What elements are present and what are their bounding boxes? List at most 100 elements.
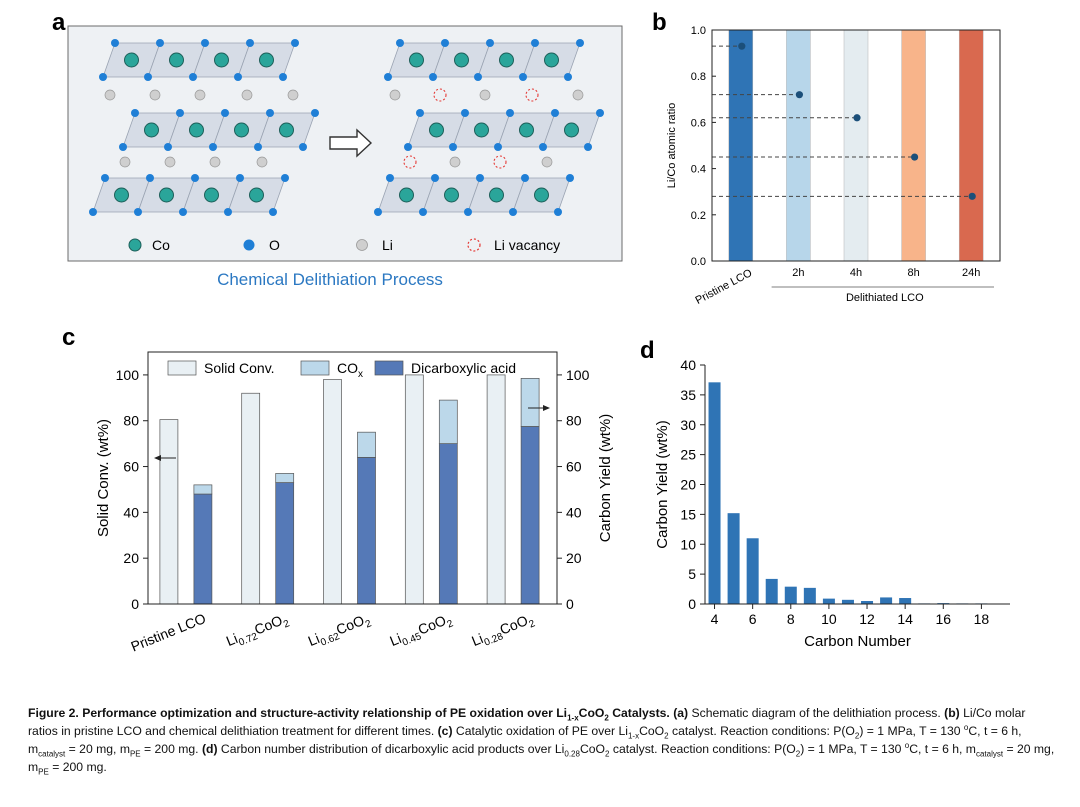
oxygen-atom [299, 143, 307, 151]
panel-b-chart: 0.0 0.2 0.4 0.6 0.8 1.0 Li/Co atomic ratio Pris… [666, 25, 1001, 307]
oxygen-atom [279, 73, 287, 81]
oxygen-atom [486, 39, 494, 47]
cobalt-atom [399, 187, 414, 203]
oxygen-atom [99, 73, 107, 81]
oxygen-atom [291, 39, 299, 47]
li-vacancy [493, 155, 507, 169]
caption-c-sub3: 2 [854, 731, 860, 741]
caption-a-text: Schematic diagram of the delithiation pr… [688, 706, 941, 720]
y-tick-label: 0.8 [691, 71, 706, 83]
oxygen-atom [266, 109, 274, 117]
caption-title-pre: Performance optimization and structure-a… [82, 706, 568, 720]
oxygen-atom [539, 143, 547, 151]
cobalt-atom [499, 52, 514, 68]
y-tick-label: 0 [131, 596, 139, 612]
caption-c-post: catalyst. Reaction conditions: P(O [668, 724, 855, 738]
panel-d-chart: 0 5 10 15 20 25 30 35 40 4 6 8 10 12 14 16 18 Carbon Numb… [654, 357, 1010, 650]
x-tick-label: Pristine LCO [128, 610, 208, 655]
oxygen-atom [521, 174, 529, 182]
oxygen-atom [236, 174, 244, 182]
oxygen-atom [551, 109, 559, 117]
caption-d-tag: (d) [201, 742, 218, 756]
figure: a b c d Co O Li Li vacancy Chemical Deli… [52, 9, 1010, 655]
cox-bar [193, 484, 213, 495]
oxygen-atom [111, 39, 119, 47]
dicarboxylic-bar [357, 457, 376, 605]
schematic-legend: Co O Li Li vacancy [128, 237, 560, 253]
cobalt-atom [234, 122, 249, 138]
oxygen-atom [191, 174, 199, 182]
caption-c-sub2: 2 [664, 731, 669, 741]
caption-d-cond2: C, t = 6 h, m [909, 742, 976, 756]
cobalt-atom [564, 122, 579, 138]
lithium-atom [164, 156, 176, 168]
dicarboxylic-bar [438, 443, 458, 605]
lithium-atom [149, 89, 161, 101]
ratio-point [968, 192, 976, 200]
oxygen-atom [131, 109, 139, 117]
carbon-yield-bar [841, 599, 854, 604]
caption-c-tag: (c) [437, 724, 453, 738]
x-tick-label: 6 [749, 611, 757, 627]
caption-d-cond: ) = 1 MPa, T = 130 [800, 742, 905, 756]
schematic-delithiated [374, 39, 604, 216]
oxygen-atom [419, 208, 427, 216]
oxygen-atom [494, 143, 502, 151]
oxygen-atom [101, 174, 109, 182]
legend-li: Li [382, 237, 393, 253]
caption-title-sub2: 2 [604, 713, 609, 723]
lithium-atom [104, 89, 116, 101]
oxygen-atom [476, 174, 484, 182]
cobalt-atom [279, 122, 294, 138]
y-tick-label: 0.0 [691, 256, 706, 268]
oxygen-atom [566, 174, 574, 182]
lithium-atom [119, 156, 131, 168]
y-tick-label: 0.6 [691, 117, 706, 129]
y-axis-label: Li/Co atomic ratio [666, 103, 678, 189]
process-arrow-icon [329, 128, 373, 158]
dicarboxylic-bar [275, 482, 295, 605]
caption-b-tag: (b) [944, 706, 960, 720]
figure-caption: Figure 2. Performance optimization and s… [28, 704, 1058, 776]
x-tick-label: 4h [850, 267, 862, 279]
lithium-atom [572, 89, 584, 101]
y-axis-label: Solid Conv. (wt%) [95, 419, 112, 537]
oxygen-atom [506, 109, 514, 117]
cobalt-atom [534, 187, 549, 203]
lithium-atom [479, 89, 491, 101]
panel-c-chart: Pristine LCO Li0.72CoO2 Li0.62CoO2 Li0.45Co… [95, 351, 614, 655]
cobalt-atom [544, 52, 559, 68]
carbon-yield-bar [784, 586, 797, 604]
caption-d-sub2: 2 [605, 749, 610, 759]
lithium-atom [209, 156, 221, 168]
cobalt-atom [259, 52, 274, 68]
cobalt-atom [489, 187, 504, 203]
caption-d-text: Carbon number distribution of dicarboxyl… [217, 742, 565, 756]
x-tick-label: 18 [974, 611, 990, 627]
oxygen-atom [221, 109, 229, 117]
oxygen-atom [234, 73, 242, 81]
oxygen-atom [461, 109, 469, 117]
x-tick-label: 8h [907, 267, 919, 279]
oxygen-atom [201, 39, 209, 47]
caption-d-sub: 0.28 [564, 749, 580, 759]
oxygen-atom [176, 109, 184, 117]
solid-conv-bar [404, 374, 424, 605]
oxygen-atom [404, 143, 412, 151]
caption-c-sup: o [963, 722, 969, 732]
cobalt-atom [159, 187, 174, 203]
x-tick-label: Li0.45CoO2 [387, 610, 455, 653]
oxygen-atom [431, 174, 439, 182]
schematic-title: Chemical Delithiation Process [217, 270, 443, 289]
li-vacancy-legend-icon [467, 238, 481, 252]
oxygen-atom [246, 39, 254, 47]
carbon-yield-bar [765, 578, 778, 604]
oxygen-atom [396, 39, 404, 47]
o-legend-icon [243, 239, 255, 251]
x-tick-label: Li0.72CoO2 [224, 610, 292, 653]
caption-d-sub4: catalyst [975, 749, 1004, 759]
legend-label: COx [337, 360, 363, 380]
cobalt-atom [444, 187, 459, 203]
oxygen-atom [531, 39, 539, 47]
x-tick-label: Li0.28CoO2 [469, 610, 537, 653]
